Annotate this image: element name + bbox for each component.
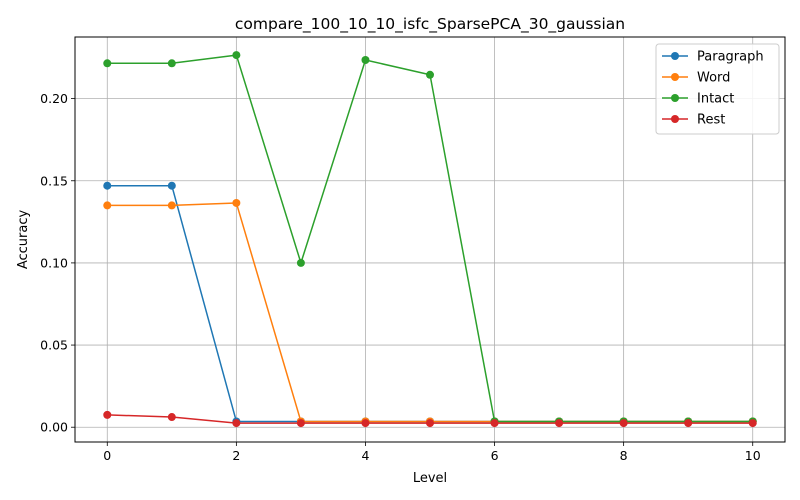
data-point-word [167, 201, 176, 210]
x-tick-label: 6 [491, 448, 499, 463]
data-point-intact [103, 59, 112, 68]
y-tick-label: 0.10 [40, 255, 68, 270]
legend: Paragraph Word Intact Rest [655, 43, 780, 135]
legend-label: Word [697, 71, 730, 86]
data-point-paragraph [167, 181, 176, 190]
x-tick-label: 4 [361, 448, 369, 463]
legend-label: Paragraph [697, 50, 764, 65]
legend-entry-rest: Rest [662, 113, 725, 128]
legend-swatch-marker [671, 115, 679, 123]
series-lines [103, 51, 757, 428]
legend-box [655, 43, 780, 135]
data-point-word [232, 198, 241, 207]
data-point-rest [103, 410, 112, 419]
data-point-rest [296, 419, 305, 428]
data-point-intact [361, 56, 370, 65]
legend-entry-paragraph: Paragraph [662, 50, 764, 65]
legend-label: Rest [697, 113, 725, 128]
x-tick-label: 10 [745, 448, 761, 463]
data-point-intact [232, 51, 241, 60]
data-point-paragraph [103, 181, 112, 190]
x-tick-label: 0 [103, 448, 111, 463]
legend-swatch-marker [671, 73, 679, 81]
legend-swatch-marker [671, 94, 679, 102]
legend-entry-intact: Intact [662, 92, 734, 107]
legend-swatch-marker [671, 52, 679, 60]
x-tick-label: 2 [232, 448, 240, 463]
y-tick-label: 0.15 [40, 173, 68, 188]
legend-label: Intact [697, 92, 734, 107]
data-point-intact [167, 59, 176, 68]
y-axis-label: Accuracy [16, 210, 31, 270]
series-rest [103, 410, 757, 428]
data-point-rest [232, 419, 241, 428]
data-point-rest [684, 419, 693, 428]
data-point-rest [426, 419, 434, 428]
data-point-intact [426, 70, 434, 79]
plot-frame [74, 36, 786, 443]
legend-entry-word: Word [662, 71, 730, 86]
data-point-rest [619, 419, 628, 428]
x-tick-label: 8 [620, 448, 628, 463]
data-point-rest [555, 419, 564, 428]
data-point-rest [490, 419, 499, 428]
data-point-word [103, 201, 112, 210]
y-tick-label: 0.20 [40, 91, 68, 106]
axis-ticks: 0 2 4 6 8 10 0.00 0.05 0.10 0.15 0.20 [40, 91, 761, 463]
data-point-intact [296, 258, 305, 267]
chart-title: compare_100_10_10_isfc_SparsePCA_30_gaus… [235, 15, 625, 34]
y-tick-label: 0.05 [40, 338, 68, 353]
x-axis-label: Level [413, 471, 447, 486]
y-tick-label: 0.00 [40, 420, 68, 435]
data-point-rest [361, 419, 370, 428]
data-point-rest [748, 419, 757, 428]
data-point-rest [167, 413, 176, 422]
